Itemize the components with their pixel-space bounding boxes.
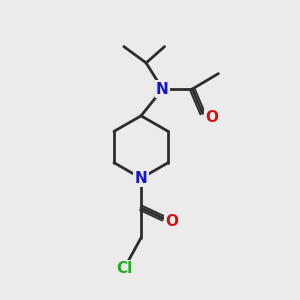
Text: O: O: [205, 110, 218, 125]
Text: N: N: [156, 82, 169, 97]
Text: O: O: [165, 214, 178, 230]
Text: N: N: [135, 171, 148, 186]
Text: Cl: Cl: [117, 261, 133, 276]
